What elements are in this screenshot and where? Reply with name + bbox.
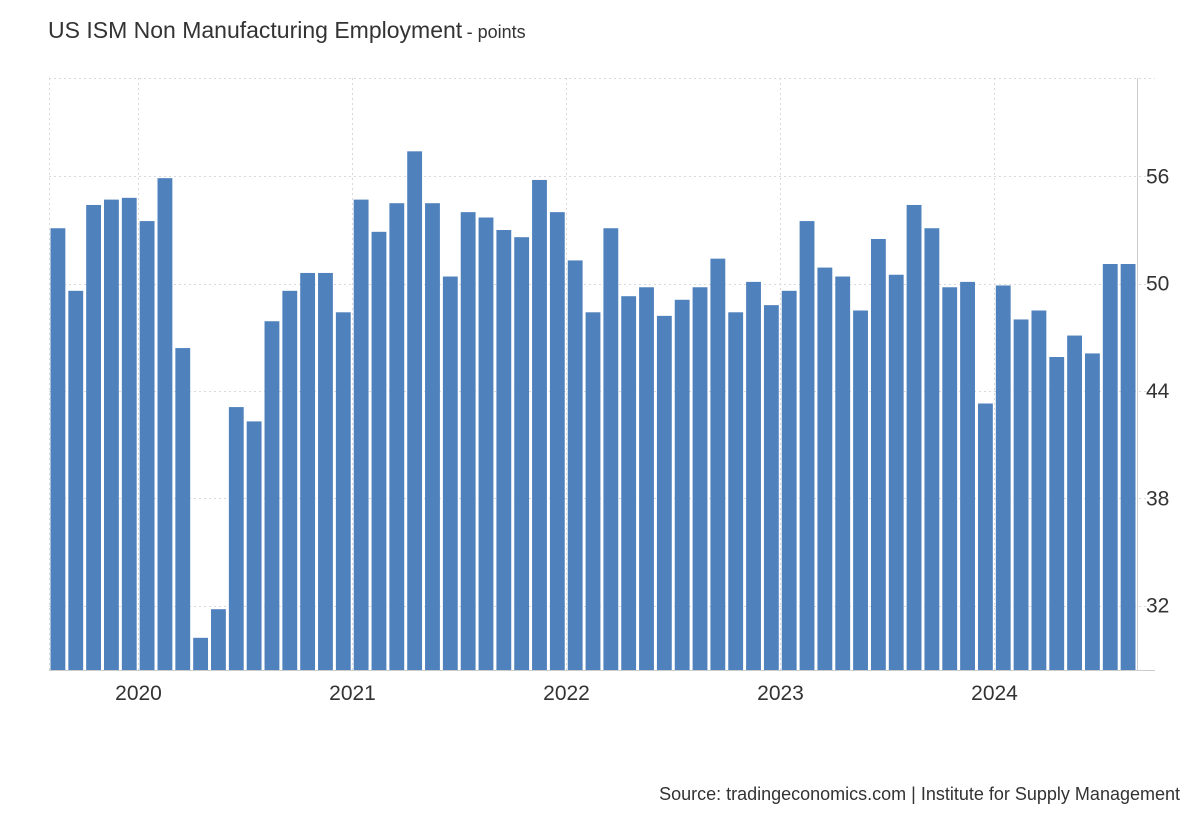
bar: [193, 637, 209, 670]
x-tick-label: 2021: [329, 682, 376, 705]
bar-chart: 32 38 44 50 56 2020 2021 2022 2023 2024: [49, 78, 1170, 705]
bar: [656, 315, 672, 670]
bar: [121, 197, 137, 670]
axes: 32 38 44 50 56 2020 2021 2022 2023 2024: [49, 78, 1170, 705]
bar: [1120, 264, 1136, 670]
bar: [585, 312, 601, 670]
x-tick-label: 2023: [757, 682, 804, 705]
x-tick-label: 2020: [115, 682, 162, 705]
bar: [86, 204, 102, 671]
bar: [282, 290, 298, 670]
bar: [496, 230, 512, 670]
bar: [407, 151, 423, 670]
bar: [318, 272, 333, 670]
chart-title-row: US ISM Non Manufacturing Employment - po…: [48, 17, 526, 44]
bar: [924, 228, 940, 671]
chart-unit: - points: [466, 22, 526, 42]
bar: [228, 407, 244, 670]
bar: [514, 237, 530, 670]
bar: [799, 221, 815, 670]
bar: [211, 609, 226, 670]
bar: [817, 267, 833, 670]
bar: [68, 290, 84, 670]
bar: [1084, 353, 1100, 670]
bar: [1013, 319, 1029, 670]
bar: [335, 312, 351, 670]
bar: [995, 285, 1011, 670]
bar: [50, 228, 66, 671]
bar: [246, 421, 262, 670]
bar: [977, 403, 993, 670]
bar: [853, 310, 868, 670]
x-tick-label: 2024: [971, 682, 1018, 705]
bar: [621, 296, 637, 670]
bar: [603, 228, 619, 671]
y-tick-label: 50: [1146, 273, 1169, 296]
bar: [264, 321, 280, 670]
bar: [532, 179, 547, 670]
bar: [728, 312, 744, 670]
bars: [50, 151, 1136, 671]
y-tick-label: 44: [1146, 380, 1170, 403]
bar: [906, 204, 922, 671]
bar: [425, 203, 440, 670]
bar: [781, 290, 797, 670]
bar: [300, 272, 316, 670]
x-tick-label: 2022: [543, 682, 590, 705]
bar: [835, 276, 851, 670]
y-tick-label: 38: [1146, 487, 1169, 510]
bar: [549, 212, 565, 670]
bar: [888, 274, 904, 670]
bar: [674, 299, 690, 670]
bar: [353, 199, 369, 670]
bar: [460, 212, 476, 670]
bar: [746, 281, 761, 670]
bar: [567, 260, 583, 670]
bar: [870, 238, 886, 670]
y-tick-label: 56: [1146, 165, 1169, 188]
bar: [157, 178, 173, 670]
bar: [763, 305, 779, 670]
bar: [175, 348, 191, 670]
bar: [1102, 264, 1118, 670]
chart-title: US ISM Non Manufacturing Employment: [48, 17, 463, 43]
bar: [371, 231, 387, 670]
bar: [960, 281, 975, 670]
bar: [104, 199, 119, 670]
y-tick-label: 32: [1146, 595, 1169, 618]
bar: [1067, 335, 1082, 670]
bar: [639, 287, 654, 670]
bar: [1049, 357, 1065, 670]
bar: [692, 287, 708, 670]
bar: [139, 221, 155, 670]
bar: [942, 287, 958, 670]
source-note: Source: tradingeconomics.com | Institute…: [659, 784, 1180, 804]
bar: [1031, 310, 1047, 670]
bar: [478, 217, 494, 670]
bar: [710, 258, 726, 670]
bar: [389, 203, 405, 670]
bar: [442, 276, 458, 670]
